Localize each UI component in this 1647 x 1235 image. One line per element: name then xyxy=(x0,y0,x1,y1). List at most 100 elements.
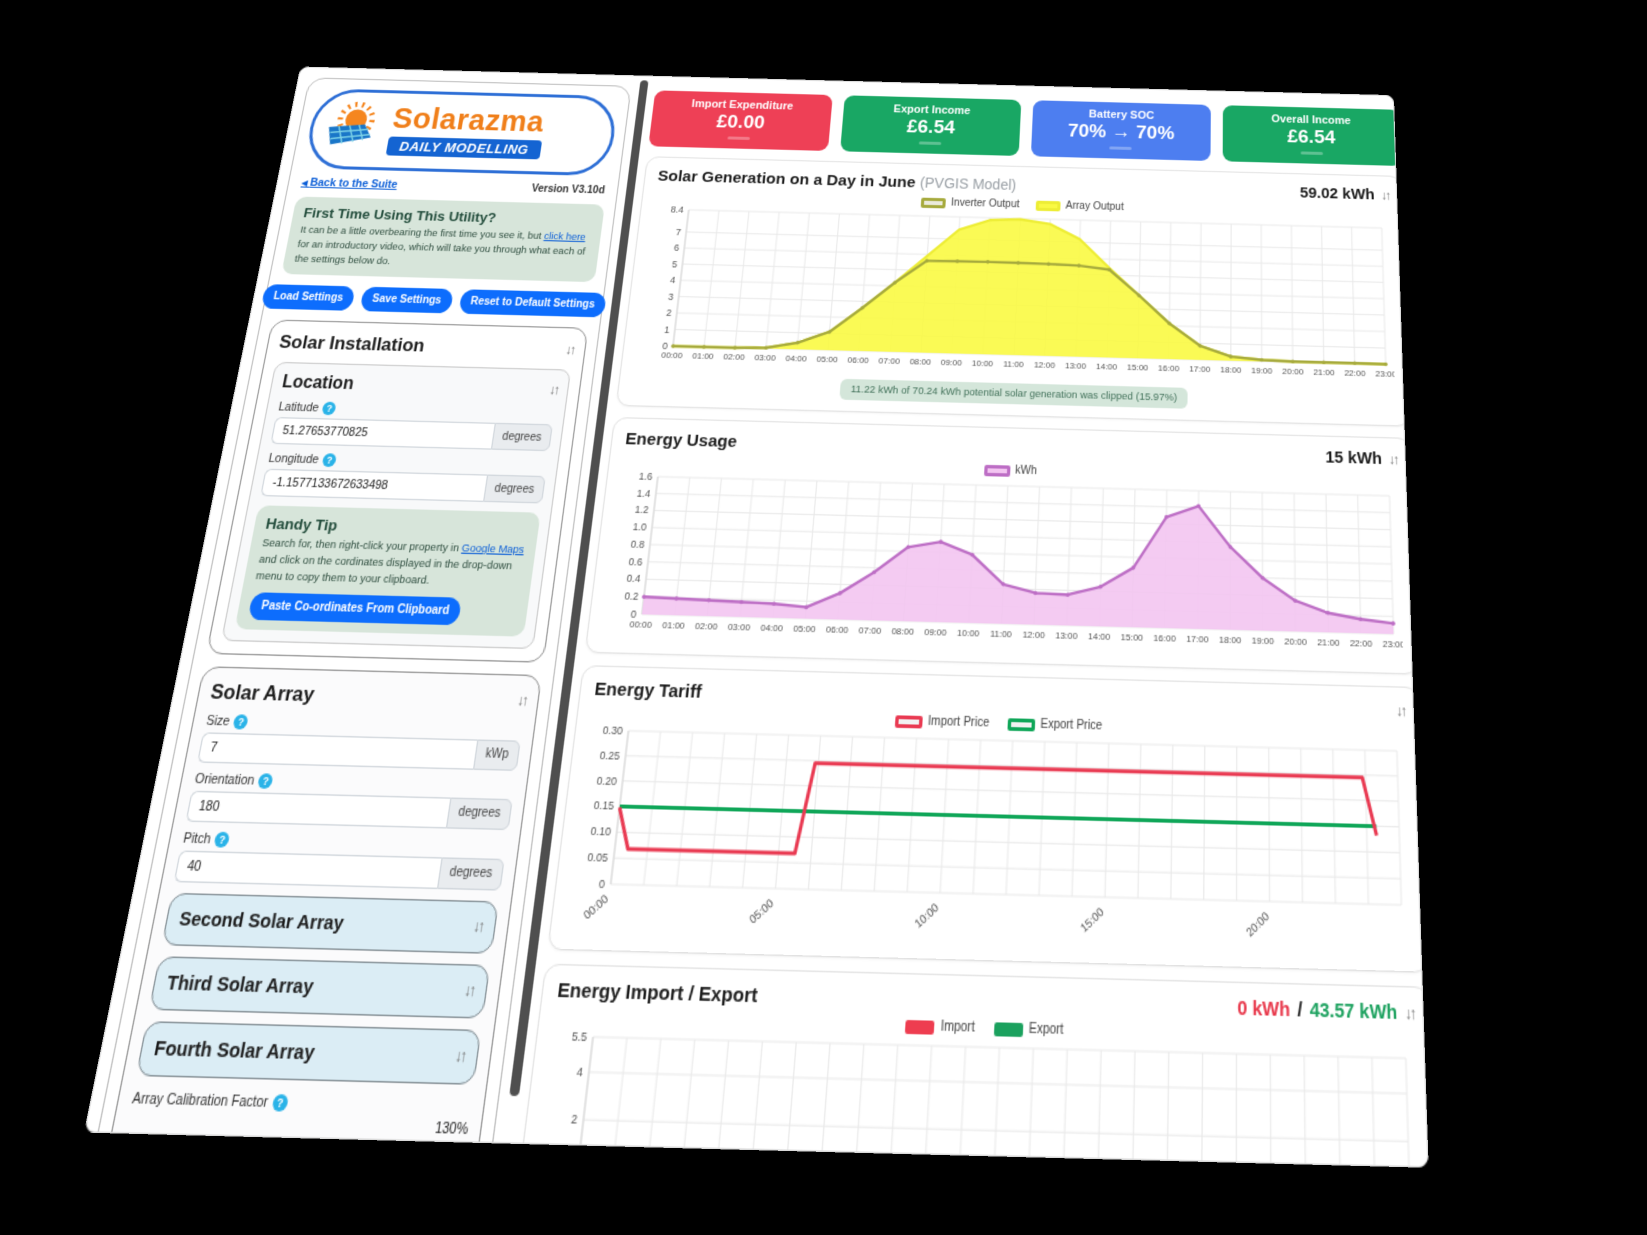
second-solar-array-section[interactable]: Second Solar Array ↓↑ xyxy=(161,892,499,954)
svg-text:06:00: 06:00 xyxy=(847,355,870,365)
help-icon[interactable]: ? xyxy=(271,1093,290,1112)
size-input[interactable] xyxy=(197,731,478,770)
slider-thumb[interactable] xyxy=(446,1141,467,1163)
battery-soc-card: Battery SOC 70% → 70% xyxy=(1030,100,1211,161)
third-solar-array-section[interactable]: Third Solar Array ↓↑ xyxy=(148,955,491,1019)
svg-text:08:00: 08:00 xyxy=(891,626,915,638)
svg-text:00:00: 00:00 xyxy=(661,350,684,360)
size-label: Size xyxy=(205,713,232,729)
collapse-toggle-icon[interactable]: ↓↑ xyxy=(462,980,475,1001)
svg-text:5: 5 xyxy=(671,258,677,269)
intro-video-link[interactable]: click here xyxy=(543,230,587,244)
help-icon[interactable]: ? xyxy=(213,831,231,848)
legend-item[interactable]: Export Price xyxy=(1007,717,1102,734)
svg-text:6: 6 xyxy=(673,242,679,253)
pitch-input[interactable] xyxy=(173,849,442,889)
svg-text:05:00: 05:00 xyxy=(793,623,817,635)
fourth-solar-array-section[interactable]: Fourth Solar Array ↓↑ xyxy=(135,1020,482,1085)
sidebar: Solarazma DAILY MODELLING ◀ Back to the … xyxy=(83,68,637,1168)
help-icon[interactable]: ? xyxy=(321,453,338,468)
legend-swatch xyxy=(920,197,947,209)
svg-text:13:00: 13:00 xyxy=(1055,630,1078,642)
help-icon[interactable]: ? xyxy=(257,772,275,789)
svg-text:01:00: 01:00 xyxy=(692,351,715,361)
load-settings-button[interactable]: Load Settings xyxy=(260,284,356,312)
svg-text:3: 3 xyxy=(668,291,675,302)
collapse-toggle-icon[interactable]: ↓↑ xyxy=(1395,702,1406,720)
svg-text:10:00: 10:00 xyxy=(913,901,941,931)
energy-usage-card: Energy Usage 15 kWh ↓↑ kWh 1.6 1.4 1.2 1.0 0… xyxy=(584,416,1419,675)
longitude-label: Longitude xyxy=(267,452,320,467)
energy-usage-chart: 1.6 1.4 1.2 1.0 0.8 0.6 0.4 0.2 000:00 01:00 02:00… xyxy=(624,470,1406,650)
svg-text:23:00: 23:00 xyxy=(1375,369,1394,379)
energy-usage-title: Energy Usage xyxy=(624,429,738,452)
svg-text:0.25: 0.25 xyxy=(599,749,621,762)
handy-tip-text: Search for, then right-click your proper… xyxy=(254,537,525,588)
svg-text:03:00: 03:00 xyxy=(727,621,751,633)
app-subtitle: DAILY MODELLING xyxy=(385,136,543,160)
app-window: Solarazma DAILY MODELLING ◀ Back to the … xyxy=(83,66,1429,1168)
handy-tip-heading: Handy Tip xyxy=(264,515,339,535)
reset-settings-button[interactable]: Reset to Default Settings xyxy=(458,289,607,318)
longitude-input[interactable] xyxy=(260,469,487,503)
collapse-toggle-icon[interactable]: ↓↑ xyxy=(564,342,575,358)
calibration-slider[interactable] xyxy=(123,1132,467,1164)
svg-text:11:00: 11:00 xyxy=(1003,359,1025,369)
collapse-toggle-icon[interactable]: ↓↑ xyxy=(547,382,559,399)
collapse-toggle-icon[interactable]: ↓↑ xyxy=(1380,188,1390,203)
help-icon[interactable]: ? xyxy=(321,401,338,416)
svg-text:06:00: 06:00 xyxy=(826,624,850,636)
svg-text:0.20: 0.20 xyxy=(596,774,618,787)
collapse-toggle-icon[interactable]: ↓↑ xyxy=(1388,451,1398,468)
svg-text:01:00: 01:00 xyxy=(662,620,686,632)
svg-text:0.05: 0.05 xyxy=(587,851,609,865)
overall-income-card: Overall Income £6.54 xyxy=(1222,105,1402,166)
size-unit: kWp xyxy=(473,738,521,771)
svg-text:16:00: 16:00 xyxy=(1158,363,1180,373)
svg-text:02:00: 02:00 xyxy=(723,352,746,362)
legend-item[interactable]: Inverter Output xyxy=(920,197,1020,211)
legend-item[interactable]: kWh xyxy=(983,464,1037,478)
svg-text:0.6: 0.6 xyxy=(628,555,643,567)
collapse-toggle-icon[interactable]: ↓↑ xyxy=(471,916,484,937)
legend-item[interactable]: Array Output xyxy=(1035,200,1124,213)
legend-item[interactable]: Import Price xyxy=(894,715,990,731)
svg-text:04:00: 04:00 xyxy=(760,622,784,634)
legend-swatch xyxy=(993,1022,1024,1037)
svg-text:22:00: 22:00 xyxy=(1344,368,1366,378)
legend-item[interactable]: Export xyxy=(993,1021,1064,1039)
svg-text:2: 2 xyxy=(570,1112,578,1127)
help-icon[interactable]: ? xyxy=(232,713,250,730)
collapse-toggle-icon[interactable]: ↓↑ xyxy=(1404,1003,1415,1024)
energy-import-export-chart: 5.5420-2-4 xyxy=(515,1029,1425,1168)
paste-coordinates-button[interactable]: Paste Co-ordinates From Clipboard xyxy=(247,591,463,625)
export-total: 43.57 kWh xyxy=(1309,998,1398,1025)
svg-text:09:00: 09:00 xyxy=(924,626,948,638)
svg-text:10:00: 10:00 xyxy=(957,627,981,639)
svg-text:7: 7 xyxy=(675,226,681,236)
latitude-input[interactable] xyxy=(270,417,495,450)
orientation-input[interactable] xyxy=(185,790,451,828)
slider-track[interactable] xyxy=(124,1140,463,1157)
svg-text:0.8: 0.8 xyxy=(630,538,645,550)
svg-text:17:00: 17:00 xyxy=(1189,364,1211,374)
collapse-toggle-icon[interactable]: ↓↑ xyxy=(515,691,528,709)
svg-text:23:00: 23:00 xyxy=(1382,638,1403,650)
svg-text:0: 0 xyxy=(598,877,605,891)
svg-text:19:00: 19:00 xyxy=(1252,635,1275,647)
svg-text:18:00: 18:00 xyxy=(1220,365,1242,375)
back-to-suite-link[interactable]: ◀ Back to the Suite xyxy=(300,176,399,191)
legend-item[interactable]: Import xyxy=(905,1019,975,1036)
collapse-toggle-icon[interactable]: ↓↑ xyxy=(453,1046,466,1067)
handy-tip-box: Handy Tip Search for, then right-click y… xyxy=(234,505,541,637)
save-settings-button[interactable]: Save Settings xyxy=(359,286,454,314)
svg-text:8.4: 8.4 xyxy=(670,204,684,215)
longitude-unit: degrees xyxy=(482,474,546,504)
svg-text:0.30: 0.30 xyxy=(602,724,623,737)
svg-text:12:00: 12:00 xyxy=(1022,629,1045,641)
svg-text:11:00: 11:00 xyxy=(990,628,1013,640)
location-card: Location ↓↑ Latitude? degrees Longitude?… xyxy=(221,362,572,649)
google-maps-link[interactable]: Google Maps xyxy=(460,542,525,557)
svg-text:00:00: 00:00 xyxy=(629,619,653,631)
svg-text:21:00: 21:00 xyxy=(1317,637,1340,649)
